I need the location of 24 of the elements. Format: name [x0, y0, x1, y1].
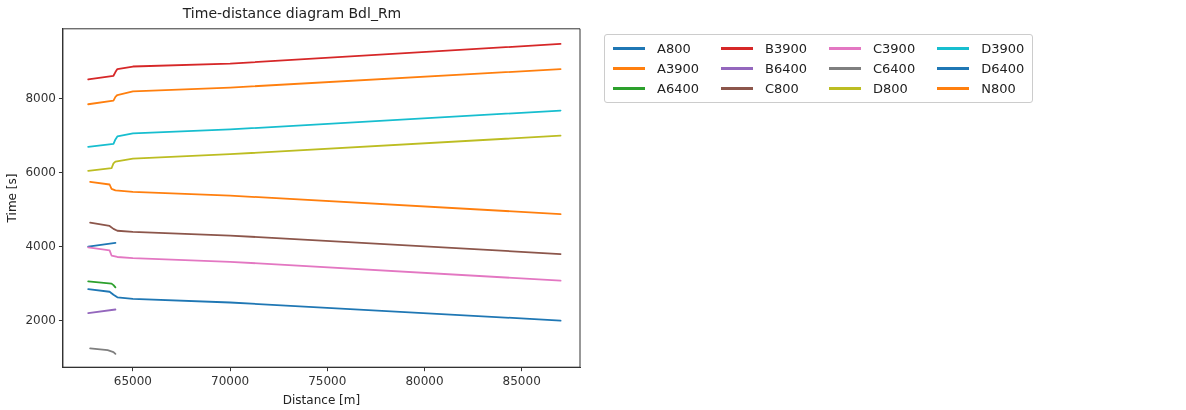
legend-label: A6400: [657, 81, 699, 96]
legend-label: B6400: [764, 61, 807, 76]
legend-label: D6400: [981, 61, 1025, 76]
x-tick-label: 85000: [502, 373, 541, 388]
legend-label: D3900: [981, 41, 1025, 56]
y-tick-label: 4000: [25, 238, 56, 253]
legend-label: B3900: [764, 41, 807, 56]
x-tick-label: 80000: [405, 373, 444, 388]
y-axis-title: Time [s]: [5, 173, 20, 224]
legend-label: A3900: [657, 61, 699, 76]
x-tick-label: 70000: [211, 373, 250, 388]
x-tick-label: 75000: [308, 373, 347, 388]
y-tick-label: 6000: [25, 164, 56, 179]
legend-label: N800: [981, 81, 1016, 96]
y-tick-label: 2000: [25, 312, 56, 327]
legend-label: C3900: [873, 41, 916, 56]
y-tick-label: 8000: [25, 90, 56, 105]
x-axis-title: Distance [m]: [282, 392, 361, 407]
legend-label: D800: [873, 81, 908, 96]
chart-title: Time-distance diagram Bdl_Rm: [181, 5, 402, 22]
legend-label: A800: [657, 41, 691, 56]
legend-label: C6400: [873, 61, 916, 76]
legend-label: C800: [764, 81, 799, 96]
x-tick-label: 65000: [113, 373, 153, 388]
